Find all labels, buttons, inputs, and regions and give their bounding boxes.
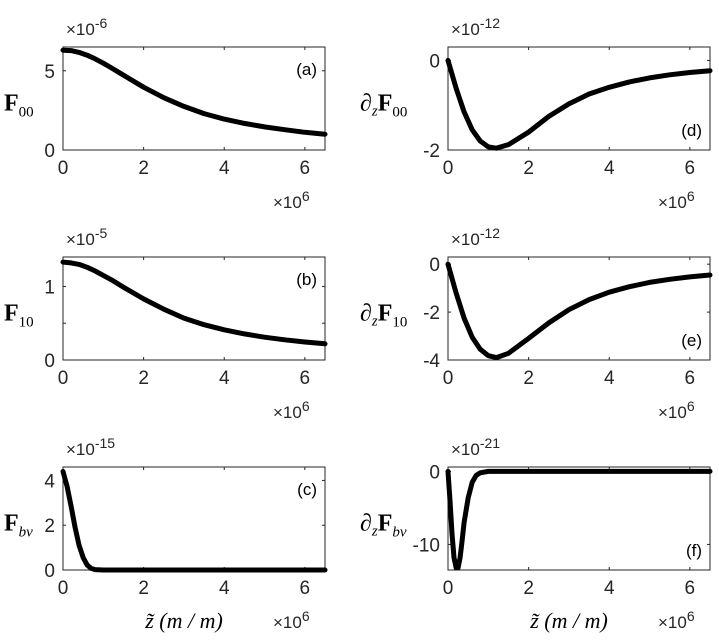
x-tick-label: 6 [685,158,696,179]
plot-frame [447,466,711,571]
plot-frame [62,256,326,361]
x-tick-label: 2 [138,578,149,599]
y-tick-label: 1 [44,277,55,298]
plot-frame [62,46,326,151]
panel-e: 0 2 4 6 -4 -2 0 ×10-12 ×106 (e) ∂zF10 [360,225,713,422]
x-exponent: ×106 [273,608,310,632]
panel-b: 0 2 4 6 0 1 ×10-5 ×106 (b) F10 [4,225,328,422]
panel-label: (f) [686,541,702,560]
data-line [60,47,328,137]
x-tick-label: 6 [685,578,696,599]
x-axis-label: z̃ (m / m) [144,608,223,633]
y-exponent: ×10-21 [451,435,500,459]
panel-c: 0 2 4 6 0 2 4 ×10-15 ×106 (c) Fbv z̃ (m / m) [4,435,328,633]
x-axis-label: z̃ (m / m) [529,608,608,633]
x-tick-label: 0 [443,158,454,179]
x-tick-label: 2 [523,368,534,389]
x-tick-label: 2 [523,158,534,179]
plot-frame [62,466,326,571]
y-tick-label: 0 [44,561,55,582]
x-tick-label: 0 [58,578,69,599]
y-exponent: ×10-5 [66,225,108,249]
y-tick-label: -4 [423,351,440,372]
x-tick-label: 4 [604,368,615,389]
panel-f: 0 2 4 6 -10 0 ×10-21 ×106 (f) ∂zFbv z̃ (m / m) [360,435,713,633]
x-tick-label: 2 [138,158,149,179]
x-tick-label: 0 [443,368,454,389]
y-exponent: ×10-12 [451,225,500,249]
y-tick-label: -10 [413,535,440,556]
data-line [445,261,713,361]
y-tick-label: 0 [44,351,55,372]
y-exponent: ×10-6 [66,15,108,39]
y-tick-label: 0 [44,141,55,162]
y-exponent: ×10-12 [451,15,500,39]
panel-label: (d) [681,121,702,140]
x-exponent: ×106 [273,398,310,422]
x-exponent: ×106 [658,188,695,212]
data-line [60,469,328,573]
y-tick-label: 0 [429,462,440,483]
panel-d: 0 2 4 6-20×10-12×106(d)∂zF00 [360,15,713,212]
panel-label: (b) [296,270,317,289]
x-tick-label: 4 [219,578,230,599]
y-tick-label: 5 [44,62,55,83]
panel-label: (a) [296,60,317,79]
plot-frame [447,46,711,151]
y-exponent: ×10-15 [66,435,115,459]
y-tick-label: 4 [44,471,55,492]
y-axis-label: F10 [4,301,34,331]
x-tick-label: 0 [58,368,69,389]
y-axis-label: ∂zF00 [360,91,407,121]
y-tick-label: 2 [44,516,55,537]
panel-label: (c) [297,480,317,499]
x-tick-label: 2 [523,578,534,599]
x-exponent: ×106 [658,608,695,632]
x-tick-label: 4 [219,368,230,389]
y-axis-label: F00 [4,91,34,121]
panel-label: (e) [681,331,702,350]
x-tick-label: 6 [300,158,311,179]
y-tick-label: 0 [429,255,440,276]
data-line [60,259,328,347]
x-exponent: ×106 [273,188,310,212]
x-tick-label: 6 [300,578,311,599]
x-exponent: ×106 [658,398,695,422]
x-tick-label: 6 [300,368,311,389]
data-line [445,468,713,571]
y-tick-label: -2 [423,141,440,162]
data-line [445,57,713,151]
plot-frame [447,256,711,361]
x-tick-label: 0 [443,578,454,599]
x-tick-label: 4 [219,158,230,179]
y-axis-label: ∂zFbv [360,511,407,541]
x-tick-label: 2 [138,368,149,389]
y-axis-label: Fbv [4,511,33,541]
y-axis-label: ∂zF10 [360,301,407,331]
x-tick-label: 4 [604,578,615,599]
y-tick-label: -2 [423,303,440,324]
y-tick-label: 0 [429,51,440,72]
x-tick-label: 0 [58,158,69,179]
x-tick-label: 6 [685,368,696,389]
x-tick-label: 4 [604,158,615,179]
panel-a: 0 2 4 6 0 5 ×10-6 ×106 (a) F00 [4,15,328,212]
